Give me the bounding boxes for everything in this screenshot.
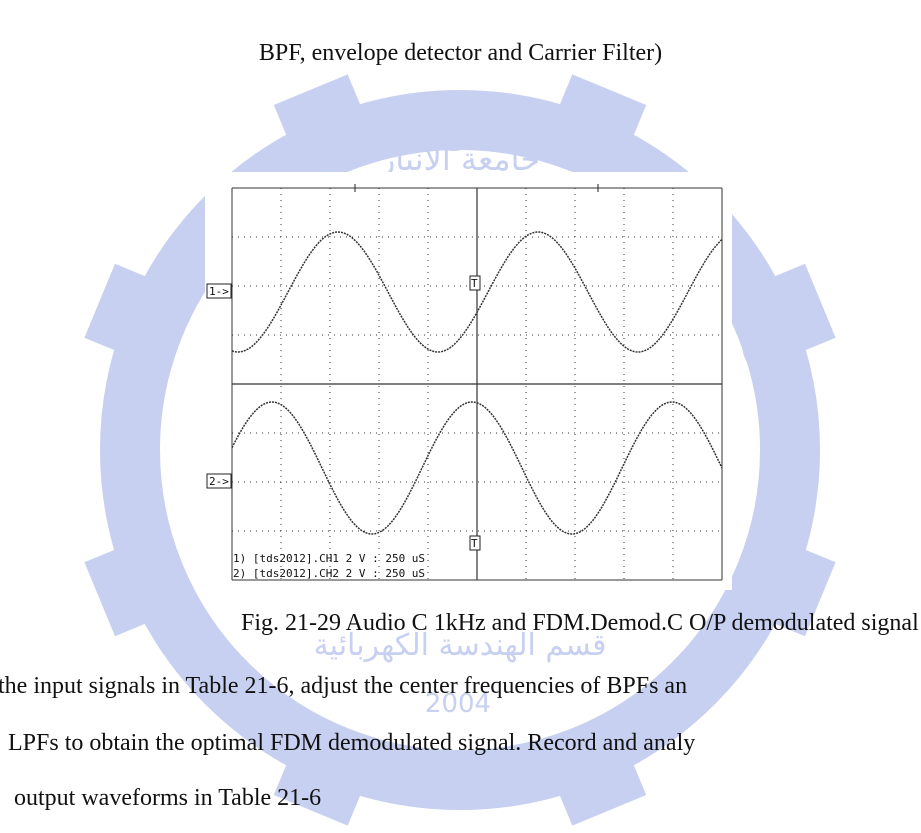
paragraph-line: output waveforms in Table 21-6 — [14, 785, 322, 811]
year: 2004 — [425, 689, 491, 719]
arabic-bottom: قسم الهندسة الكهربائية — [314, 628, 607, 663]
oscilloscope: 1-> 2-> T T 1) [tds2012].CH1 2 V : 250 u… — [205, 172, 732, 590]
arabic-top: جامعة الأنبار — [378, 139, 540, 178]
gear-tooth — [749, 263, 836, 361]
trigger-box — [469, 535, 481, 551]
ch1-wave — [231, 231, 723, 353]
gear-tooth — [273, 74, 371, 161]
ch1-label: 1) [tds2012].CH1 2 V : 250 uS — [233, 552, 425, 565]
trigger-box — [469, 275, 481, 291]
paragraph-line: LPFs to obtain the optimal FDM demodulat… — [8, 730, 696, 756]
gear-tooth — [749, 539, 836, 637]
gear-tooth — [549, 739, 647, 826]
figure-caption: Fig. 21-29 Audio C 1kHz and FDM.Demod.C … — [241, 610, 919, 636]
grid — [231, 187, 723, 581]
trigger-marker: T — [471, 537, 478, 550]
ch2-marker: 2-> — [209, 475, 229, 488]
gear-tooth — [549, 74, 647, 161]
trigger-marker: T — [471, 277, 478, 290]
gear-tooth — [84, 263, 171, 361]
paragraph-line: the input signals in Table 21-6, adjust … — [0, 673, 688, 699]
ch1-marker-box — [206, 283, 232, 299]
gear-tooth — [273, 739, 371, 826]
ch1-marker: 1-> — [209, 285, 229, 298]
ch2-label: 2) [tds2012].CH2 2 V : 250 uS — [233, 567, 425, 580]
ch2-marker-box — [206, 473, 232, 489]
gear — [84, 74, 836, 826]
ch2-wave — [231, 401, 723, 535]
figure-intro: BPF, envelope detector and Carrier Filte… — [258, 40, 663, 66]
gear-tooth — [84, 539, 171, 637]
